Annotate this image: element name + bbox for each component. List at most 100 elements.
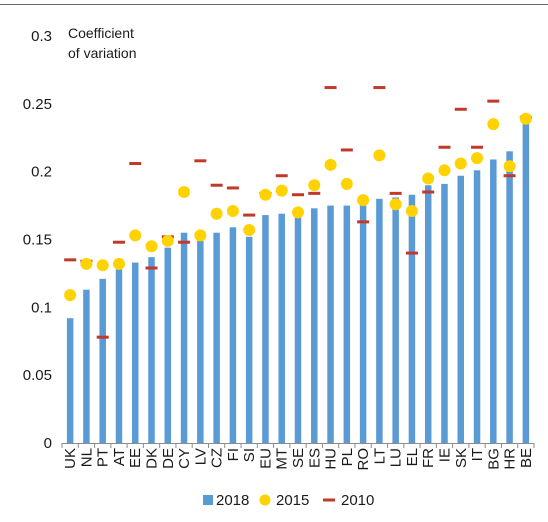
bar-2018-PT <box>99 278 106 443</box>
dot-2015-CZ <box>210 207 223 220</box>
bar-2018-NL <box>83 289 90 443</box>
bar-2018-UK <box>66 318 74 443</box>
x-tick-label-PT: PT <box>95 448 112 467</box>
x-axis-tick-labels: UK NL PT AT EE DK DE CY LV CZ FI SI EU MT SE ES HU PL RO LT… <box>62 448 535 471</box>
dot-2015-LV <box>194 229 207 242</box>
series-2015-dots <box>64 112 532 302</box>
x-tick-label-CZ: CZ <box>209 448 226 468</box>
x-tick-label-NL: NL <box>78 448 95 467</box>
bar-2018-HU <box>327 205 334 443</box>
legend-label-2018: 2018 <box>216 492 249 509</box>
dot-2015-CY <box>178 186 191 199</box>
x-tick-label-EL: EL <box>404 448 421 466</box>
bar-2018-CZ <box>213 232 220 443</box>
x-tick-label-EU: EU <box>257 448 274 469</box>
bar-2018-SE <box>294 211 302 443</box>
dot-2015-MT <box>275 184 288 197</box>
dot-2015-LU <box>389 198 402 211</box>
top-rule <box>0 4 548 5</box>
y-tick-label: 0.15 <box>23 232 52 249</box>
x-tick-label-UK: UK <box>62 448 79 469</box>
y-axis-label-line: of variation <box>68 45 136 61</box>
x-tick-label-LV: LV <box>192 448 209 465</box>
x-tick-label-FI: FI <box>225 448 242 461</box>
legend-label-2015: 2015 <box>276 492 309 509</box>
bar-2018-MT <box>278 213 285 443</box>
bar-2018-AT <box>115 269 123 443</box>
x-tick-label-HR: HR <box>502 448 519 470</box>
bar-2018-FR <box>424 185 432 443</box>
y-tick-label: 0.25 <box>23 96 52 113</box>
legend-swatch-2018 <box>203 495 213 505</box>
dot-2015-ES <box>308 179 321 192</box>
dot-2015-PL <box>340 177 353 190</box>
x-tick-label-SK: SK <box>453 448 470 468</box>
x-tick-label-ES: ES <box>306 448 323 468</box>
bar-2018-DE <box>164 247 172 443</box>
x-tick-label-DE: DE <box>160 448 177 469</box>
x-tick-label-LT: LT <box>371 448 388 464</box>
dot-2015-SK <box>454 157 467 170</box>
dot-2015-HR <box>503 160 516 173</box>
dot-2015-NL <box>80 257 93 270</box>
bar-2018-IT <box>473 170 481 443</box>
x-tick-label-MT: MT <box>274 448 291 470</box>
x-tick-label-FR: FR <box>420 448 437 468</box>
y-tick-label: 0 <box>44 435 52 452</box>
series-2018-bars <box>66 120 530 444</box>
y-axis-label: Coefficient of variation <box>68 25 136 61</box>
x-tick-label-EE: EE <box>127 448 144 468</box>
y-tick-label: 0.1 <box>31 299 52 316</box>
dot-2015-DE <box>161 234 174 247</box>
bar-2018-DK <box>148 257 155 443</box>
dot-2015-UK <box>64 289 77 302</box>
x-tick-label-CY: CY <box>176 448 193 469</box>
x-tick-label-AT: AT <box>111 448 128 466</box>
bar-2018-EU <box>262 215 269 443</box>
x-tick-label-IE: IE <box>436 448 453 462</box>
x-tick-label-RO: RO <box>355 448 372 471</box>
bar-2018-CY <box>180 232 188 443</box>
bar-2018-IE <box>441 183 448 444</box>
dot-2015-EE <box>129 229 142 242</box>
x-tick-label-SE: SE <box>290 448 307 468</box>
bar-2018-FI <box>229 227 237 443</box>
y-tick-label: 0.2 <box>31 164 52 181</box>
x-tick-label-HU: HU <box>323 448 340 470</box>
bar-2018-SK <box>457 175 465 443</box>
dot-2015-AT <box>112 257 125 270</box>
bar-2018-LV <box>197 240 204 443</box>
dot-2015-DK <box>145 240 158 253</box>
dot-2015-IE <box>438 164 451 177</box>
bar-2018-SI <box>245 236 253 443</box>
legend-label-2010: 2010 <box>341 492 374 509</box>
x-tick-label-DK: DK <box>144 448 161 469</box>
dot-2015-LT <box>373 149 386 162</box>
dot-2015-PT <box>96 259 109 272</box>
dot-2015-SI <box>243 224 256 237</box>
dot-2015-BG <box>487 118 500 131</box>
y-tick-label: 0.3 <box>31 28 52 45</box>
x-tick-label-BE: BE <box>518 448 535 468</box>
bar-2018-HR <box>506 151 513 444</box>
x-tick-label-LU: LU <box>388 448 405 467</box>
x-tick-label-IT: IT <box>469 448 486 461</box>
dot-2015-HU <box>324 158 337 171</box>
x-axis <box>61 443 535 448</box>
dot-2015-EU <box>259 188 272 201</box>
bar-2018-ES <box>311 208 318 443</box>
y-tick-label: 0.05 <box>23 367 52 384</box>
dot-2015-IT <box>471 152 484 165</box>
bar-2018-EE <box>131 262 139 443</box>
bar-2018-EL <box>408 194 416 443</box>
dot-2015-SE <box>292 206 304 219</box>
x-tick-label-PL: PL <box>339 448 356 466</box>
bar-2018-BG <box>490 159 497 443</box>
bar-2018-LT <box>376 198 383 443</box>
legend: 2018 2015 2010 <box>203 492 374 509</box>
legend-swatch-2015 <box>259 494 271 506</box>
x-tick-label-SI: SI <box>241 448 258 462</box>
bar-2018-RO <box>359 204 367 443</box>
